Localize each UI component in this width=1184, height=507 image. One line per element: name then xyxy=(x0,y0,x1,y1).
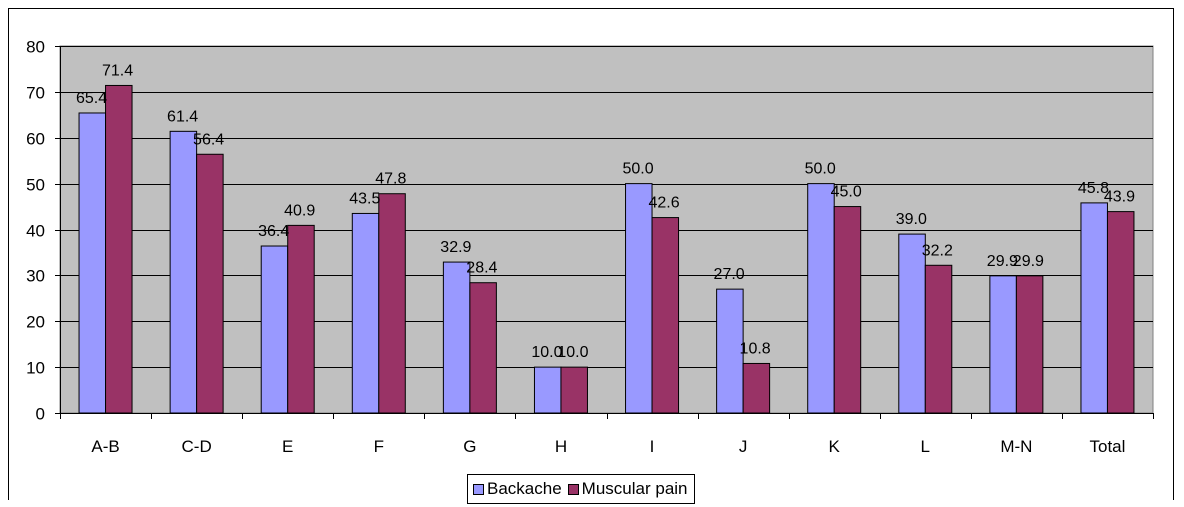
x-tick-label: L xyxy=(921,437,930,456)
bar-muscular-pain xyxy=(651,217,680,414)
bar-muscular-pain xyxy=(1015,275,1044,414)
legend-item-backache: Backache xyxy=(473,479,562,499)
bar-backache xyxy=(1080,202,1108,414)
x-tick-label: K xyxy=(829,437,841,456)
x-tick-label: H xyxy=(555,437,567,456)
bar-backache xyxy=(716,288,744,414)
data-label: 45.0 xyxy=(831,184,862,201)
bar-muscular-pain xyxy=(287,224,315,414)
data-label: 32.9 xyxy=(440,239,471,256)
data-label: 47.8 xyxy=(375,171,406,188)
data-label: 36.4 xyxy=(258,223,289,240)
data-label: 29.9 xyxy=(1013,253,1044,270)
bar-muscular-pain xyxy=(742,362,771,414)
x-tick-label: A-B xyxy=(91,437,119,456)
data-label: 42.6 xyxy=(648,195,679,212)
y-tick-label: 80 xyxy=(26,38,45,57)
data-label: 32.2 xyxy=(922,242,953,259)
y-tick-label: 60 xyxy=(26,130,45,149)
plot-area xyxy=(59,45,1154,414)
chart-legend: Backache Muscular pain xyxy=(467,474,695,504)
bar-backache xyxy=(169,130,198,414)
bar-muscular-pain xyxy=(378,193,406,414)
data-label: 10.8 xyxy=(740,340,771,357)
y-tick-label: 70 xyxy=(26,84,45,103)
bar-muscular-pain xyxy=(196,153,224,414)
legend-item-muscular-pain: Muscular pain xyxy=(567,479,688,499)
data-label: 43.9 xyxy=(1104,189,1135,206)
bar-backache xyxy=(260,245,289,414)
legend-label-backache: Backache xyxy=(487,479,562,498)
data-label: 61.4 xyxy=(167,108,198,125)
bar-backache xyxy=(625,183,653,414)
x-tick-label: G xyxy=(463,437,476,456)
x-tick-label: Total xyxy=(1089,437,1125,456)
bar-muscular-pain xyxy=(469,282,497,414)
data-label: 56.4 xyxy=(193,131,224,148)
bar-backache xyxy=(807,183,835,414)
data-label: 10.0 xyxy=(531,344,562,361)
y-tick-label: 30 xyxy=(26,267,45,286)
x-tick-label: M-N xyxy=(1000,437,1032,456)
x-tick-label: C-D xyxy=(182,437,212,456)
x-tick-label: F xyxy=(374,437,384,456)
y-tick-label: 20 xyxy=(26,313,45,332)
bar-backache xyxy=(989,275,1017,414)
y-tick-label: 50 xyxy=(26,176,45,195)
bar-muscular-pain xyxy=(105,84,133,414)
y-tick-label: 0 xyxy=(36,405,45,424)
data-label: 27.0 xyxy=(714,266,745,283)
data-label: 40.9 xyxy=(284,202,315,219)
data-label: 50.0 xyxy=(622,161,653,178)
bar-backache xyxy=(442,261,471,414)
bar-muscular-pain xyxy=(833,206,862,414)
data-label: 71.4 xyxy=(102,62,133,79)
bar-backache xyxy=(898,233,926,414)
x-tick-label: E xyxy=(282,437,293,456)
data-label: 50.0 xyxy=(805,161,836,178)
x-tick-label: J xyxy=(739,437,748,456)
data-label: 65.4 xyxy=(76,90,107,107)
legend-swatch-backache xyxy=(473,483,484,495)
bar-backache xyxy=(78,112,107,414)
y-tick-label: 10 xyxy=(26,359,45,378)
legend-label-muscular-pain: Muscular pain xyxy=(581,479,688,498)
bar-backache xyxy=(351,212,380,414)
data-label: 28.4 xyxy=(466,260,497,277)
bar-backache xyxy=(533,366,562,414)
bar-muscular-pain xyxy=(1106,211,1135,414)
bar-muscular-pain xyxy=(924,264,953,414)
data-label: 10.0 xyxy=(557,344,588,361)
legend-swatch-muscular-pain xyxy=(567,483,579,495)
data-label: 39.0 xyxy=(896,211,927,228)
bar-muscular-pain xyxy=(560,366,588,414)
x-tick-label: I xyxy=(650,437,655,456)
data-label: 29.9 xyxy=(987,253,1018,270)
data-label: 43.5 xyxy=(349,190,380,207)
y-tick-label: 40 xyxy=(26,222,45,241)
data-label: 45.8 xyxy=(1078,180,1109,197)
